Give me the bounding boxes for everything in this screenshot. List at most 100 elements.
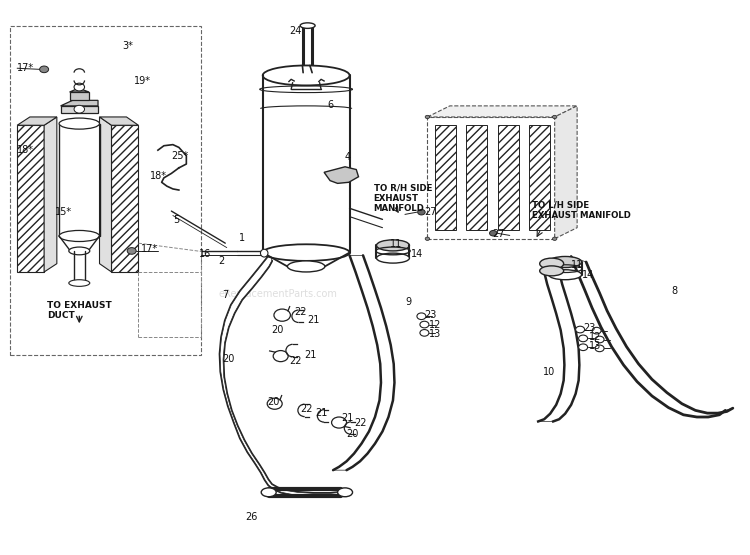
- Ellipse shape: [549, 256, 581, 268]
- Circle shape: [595, 336, 604, 343]
- Text: 13: 13: [429, 329, 441, 339]
- Text: 22: 22: [294, 307, 307, 317]
- Circle shape: [425, 115, 430, 119]
- Circle shape: [425, 237, 430, 240]
- Circle shape: [553, 237, 557, 240]
- Ellipse shape: [262, 244, 350, 261]
- Polygon shape: [324, 167, 358, 183]
- Text: 14: 14: [411, 249, 423, 259]
- Circle shape: [420, 321, 429, 328]
- Polygon shape: [100, 117, 112, 272]
- Polygon shape: [555, 106, 578, 239]
- Text: 21: 21: [304, 350, 317, 360]
- Text: 12: 12: [429, 320, 441, 330]
- Text: 1: 1: [238, 233, 245, 243]
- Bar: [530, 125, 550, 230]
- Text: 16: 16: [199, 249, 211, 259]
- Polygon shape: [70, 92, 89, 100]
- Text: 19*: 19*: [134, 76, 151, 86]
- Polygon shape: [61, 106, 98, 113]
- Text: 24: 24: [290, 26, 302, 36]
- Circle shape: [128, 248, 136, 254]
- Text: 17*: 17*: [17, 63, 34, 73]
- Bar: [466, 125, 488, 230]
- Polygon shape: [333, 255, 394, 470]
- Text: 20: 20: [346, 428, 359, 438]
- Ellipse shape: [549, 270, 581, 280]
- Text: 11: 11: [572, 260, 584, 270]
- Ellipse shape: [59, 118, 100, 129]
- Ellipse shape: [376, 240, 410, 251]
- Circle shape: [578, 344, 587, 351]
- Text: 22: 22: [289, 356, 302, 366]
- Text: 20: 20: [272, 325, 284, 335]
- Bar: [427, 117, 555, 239]
- Ellipse shape: [59, 230, 100, 241]
- Polygon shape: [70, 88, 89, 92]
- Ellipse shape: [69, 247, 90, 255]
- Ellipse shape: [376, 253, 410, 263]
- Circle shape: [595, 345, 604, 352]
- Text: 15*: 15*: [55, 207, 72, 217]
- Text: 17*: 17*: [142, 244, 158, 254]
- Text: 23: 23: [424, 310, 436, 320]
- Circle shape: [578, 335, 587, 342]
- Text: 7: 7: [222, 290, 229, 300]
- Text: 21: 21: [341, 412, 354, 422]
- Text: 4: 4: [345, 152, 351, 162]
- Text: TO L/H SIDE
EXHAUST MANIFOLD: TO L/H SIDE EXHAUST MANIFOLD: [532, 200, 631, 220]
- Text: 9: 9: [405, 297, 411, 307]
- Circle shape: [420, 330, 429, 336]
- Ellipse shape: [300, 23, 315, 28]
- Text: eReplacementParts.com: eReplacementParts.com: [218, 289, 337, 299]
- Text: 18*: 18*: [17, 145, 34, 155]
- Polygon shape: [17, 117, 57, 125]
- Circle shape: [592, 327, 601, 334]
- Circle shape: [74, 105, 85, 113]
- Circle shape: [418, 209, 425, 215]
- Polygon shape: [220, 253, 341, 496]
- Ellipse shape: [261, 488, 276, 497]
- Text: 26: 26: [245, 512, 258, 522]
- Text: 13: 13: [589, 341, 602, 351]
- Polygon shape: [572, 256, 733, 417]
- Text: 5: 5: [173, 215, 179, 225]
- Text: TO R/H SIDE
EXHAUST
MANIFOLD: TO R/H SIDE EXHAUST MANIFOLD: [374, 184, 432, 213]
- Text: 20: 20: [267, 397, 280, 407]
- Ellipse shape: [338, 488, 352, 497]
- Circle shape: [40, 66, 49, 73]
- Circle shape: [490, 230, 497, 236]
- Text: 21: 21: [308, 315, 320, 325]
- Text: 3*: 3*: [122, 41, 133, 51]
- Polygon shape: [427, 106, 578, 117]
- Ellipse shape: [540, 266, 564, 276]
- Text: 6: 6: [327, 100, 333, 110]
- Text: 14: 14: [581, 270, 594, 280]
- Polygon shape: [61, 100, 98, 106]
- Polygon shape: [538, 272, 579, 421]
- Circle shape: [74, 83, 85, 91]
- Text: 8: 8: [671, 286, 677, 296]
- Bar: [435, 125, 456, 230]
- Ellipse shape: [69, 280, 90, 286]
- Polygon shape: [44, 117, 57, 272]
- Polygon shape: [17, 125, 44, 272]
- Text: 11: 11: [390, 239, 402, 249]
- Circle shape: [417, 313, 426, 320]
- Ellipse shape: [540, 258, 564, 269]
- Text: 21: 21: [315, 408, 328, 418]
- Text: 10: 10: [543, 367, 555, 377]
- Text: 27: 27: [492, 229, 504, 239]
- Text: 23: 23: [583, 324, 596, 334]
- Text: 25*: 25*: [172, 151, 189, 161]
- Text: 20: 20: [222, 355, 235, 365]
- Text: 22: 22: [300, 403, 313, 413]
- Text: 18*: 18*: [151, 171, 167, 181]
- Ellipse shape: [260, 249, 268, 257]
- Text: 27: 27: [424, 207, 437, 217]
- Text: 12: 12: [589, 332, 602, 342]
- Polygon shape: [112, 125, 139, 272]
- Polygon shape: [100, 117, 139, 125]
- Circle shape: [576, 326, 584, 333]
- Bar: [10, 26, 200, 355]
